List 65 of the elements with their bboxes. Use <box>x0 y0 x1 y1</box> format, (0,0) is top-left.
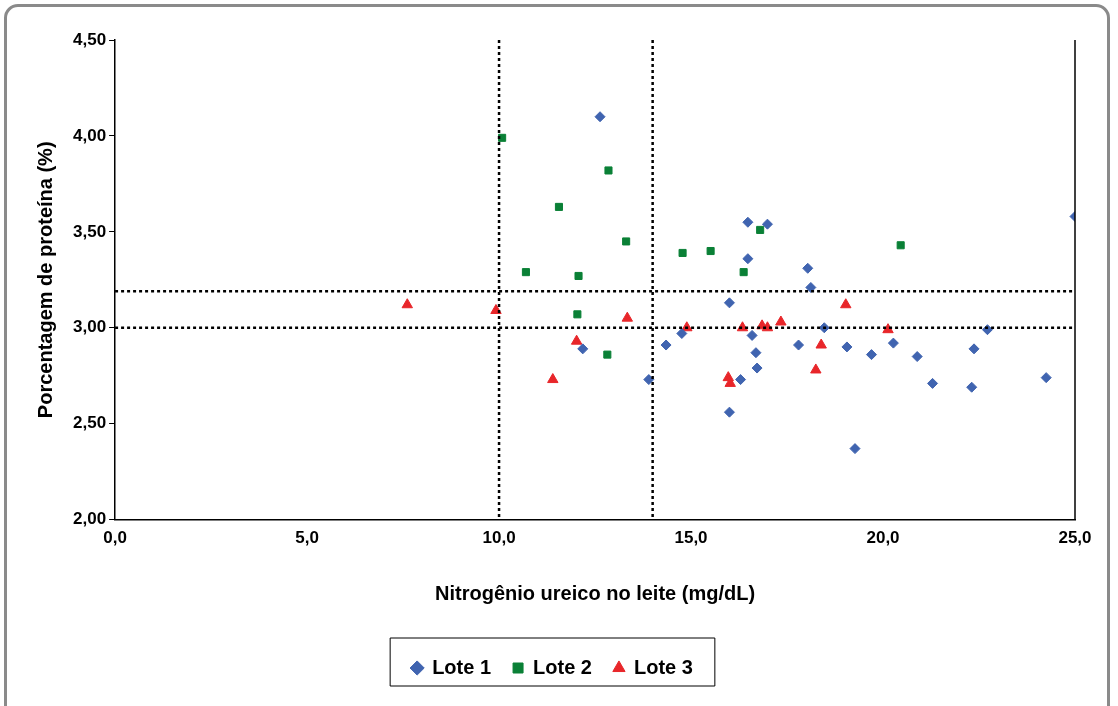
legend-label: Lote 1 <box>432 655 492 678</box>
point <box>746 329 758 341</box>
point <box>735 374 747 386</box>
x-tick-label: 10,0 <box>482 528 516 548</box>
y-axis-title: Porcentagem de proteína (%) <box>33 141 56 419</box>
point <box>498 133 507 142</box>
point <box>793 339 805 351</box>
point <box>570 334 583 345</box>
point <box>621 311 633 322</box>
point <box>706 246 715 256</box>
point <box>927 377 939 389</box>
point <box>849 443 861 455</box>
point <box>622 237 631 246</box>
point <box>594 111 606 123</box>
point <box>573 310 582 319</box>
point <box>401 298 413 309</box>
point <box>887 337 899 349</box>
point <box>882 323 894 334</box>
point <box>761 218 773 230</box>
point <box>603 350 612 359</box>
point <box>604 166 613 175</box>
x-tick-label: 15,0 <box>674 528 708 548</box>
point <box>554 202 563 211</box>
point <box>810 363 822 374</box>
y-tick-label: 4,50 <box>72 29 107 49</box>
x-tick-label: 20,0 <box>866 528 900 548</box>
y-tick-label: 2,50 <box>72 413 107 433</box>
point <box>577 343 589 355</box>
y-tick-label: 2,00 <box>72 509 107 529</box>
point <box>521 268 530 277</box>
y-tick-label: 3,50 <box>72 221 107 241</box>
point <box>547 373 559 384</box>
legend-label: Lote 3 <box>633 655 693 678</box>
point <box>911 351 923 363</box>
point <box>751 362 763 374</box>
point <box>1040 372 1052 384</box>
point <box>841 341 853 353</box>
point <box>815 338 827 349</box>
point <box>750 347 762 359</box>
x-axis-title: Nitrogênio ureico no leite (mg/dL) <box>435 581 756 604</box>
point <box>742 216 754 228</box>
x-tick-label: 0,0 <box>103 528 127 548</box>
point <box>866 349 877 361</box>
point <box>775 315 787 326</box>
point <box>896 241 905 250</box>
point <box>574 271 583 280</box>
point <box>723 406 735 418</box>
y-tick-label: 3,00 <box>72 317 107 337</box>
point <box>739 268 748 277</box>
point <box>840 298 852 309</box>
point <box>678 248 687 257</box>
x-tick-label: 5,0 <box>295 528 319 548</box>
point <box>643 374 655 386</box>
point <box>756 225 765 234</box>
point <box>805 281 817 293</box>
legend-label: Lote 2 <box>533 655 592 678</box>
point <box>968 343 980 355</box>
point <box>966 381 978 393</box>
y-tick-label: 4,00 <box>72 125 107 145</box>
point <box>660 339 672 351</box>
point <box>802 262 814 274</box>
x-tick-label: 25,0 <box>1058 528 1092 548</box>
point <box>723 297 735 309</box>
point <box>742 253 754 265</box>
point <box>676 328 688 340</box>
